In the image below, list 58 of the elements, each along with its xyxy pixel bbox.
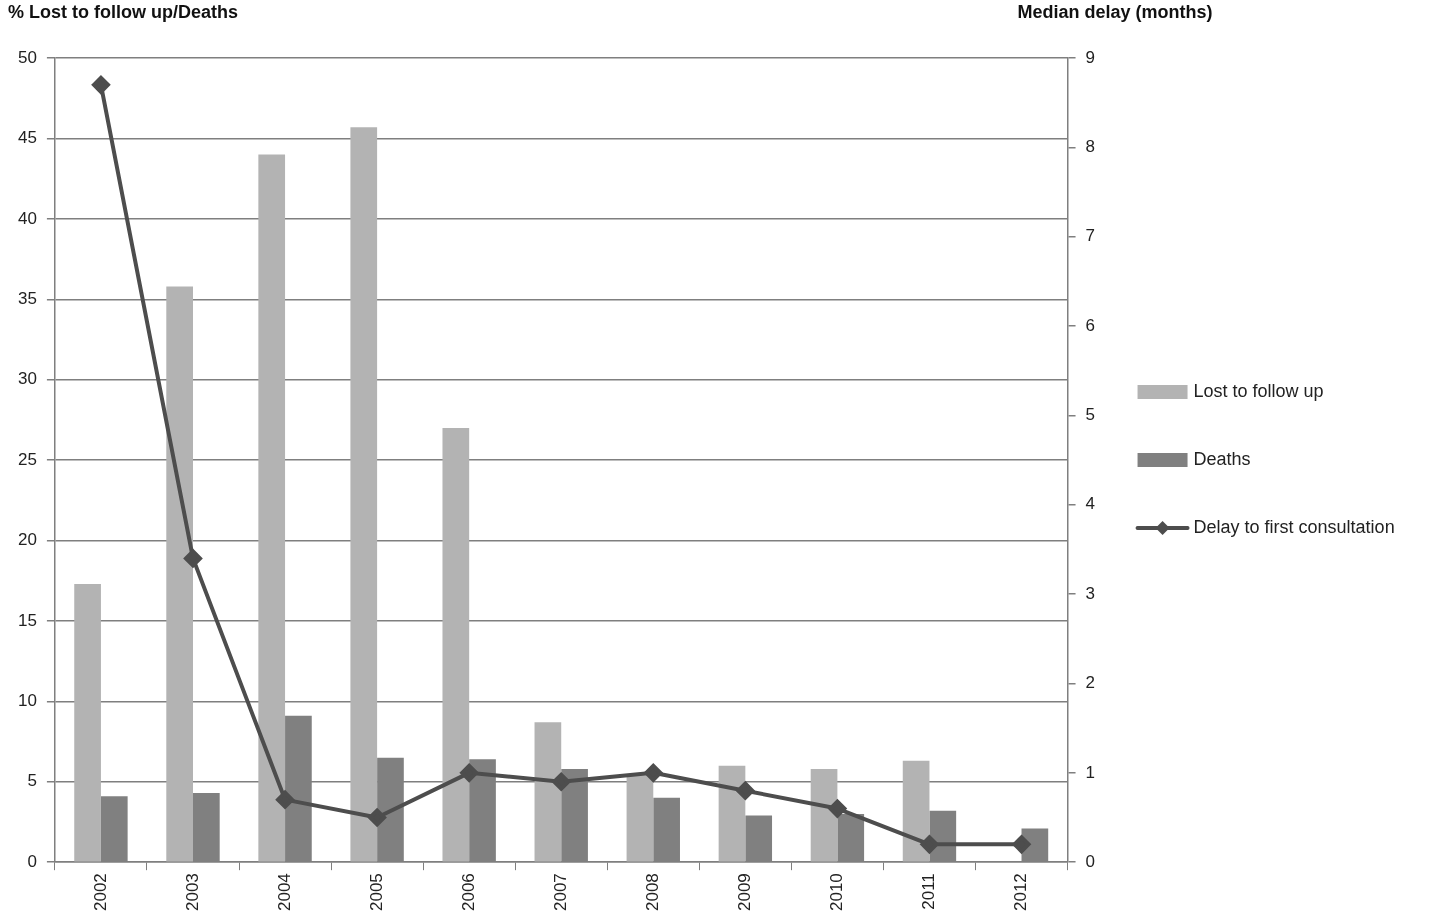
y2-tick-label: 4 — [1085, 494, 1096, 514]
x-tick-label: 2008 — [642, 873, 662, 912]
y-tick-label: 35 — [17, 288, 37, 308]
y2-tick-label: 7 — [1085, 226, 1096, 246]
x-tick-label: 2011 — [919, 873, 939, 910]
y-tick-label: 40 — [17, 208, 37, 228]
legend-label: Deaths — [1193, 449, 1251, 470]
bar — [718, 765, 746, 862]
point — [1012, 835, 1031, 854]
point — [368, 808, 387, 827]
bar — [350, 127, 378, 862]
y2-tick-label: 9 — [1085, 47, 1096, 67]
y-tick-label: 45 — [17, 128, 37, 148]
bar — [166, 286, 193, 862]
bar — [902, 760, 930, 862]
y2-tick-label: 6 — [1085, 315, 1096, 335]
y2-tick-label: 1 — [1085, 762, 1096, 782]
x-tick-label: 2003 — [182, 873, 202, 912]
point — [920, 835, 939, 854]
bar — [534, 722, 562, 862]
legend-label: Lost to follow up — [1193, 381, 1324, 402]
x-tick-label: 2002 — [90, 873, 110, 912]
y2-tick-label: 2 — [1085, 673, 1096, 693]
x-tick-label: 2010 — [827, 873, 847, 912]
y2-tick-label: 5 — [1085, 405, 1096, 425]
y-tick-label: 10 — [17, 691, 37, 711]
point — [644, 763, 663, 782]
y2-tick-label: 0 — [1085, 851, 1096, 871]
y-tick-label: 5 — [27, 771, 37, 791]
point — [184, 549, 202, 568]
x-tick-label: 2009 — [735, 873, 755, 912]
y2-axis-title: Median delay (months) — [1017, 1, 1213, 22]
point — [828, 799, 847, 818]
point — [276, 790, 295, 809]
bar — [442, 427, 470, 862]
y-axis-title: % Lost to follow up/Deaths — [8, 1, 238, 22]
bar — [626, 775, 654, 862]
x-tick-label: 2004 — [274, 873, 294, 912]
bar — [810, 768, 838, 862]
x-tick-label: 2007 — [550, 873, 570, 912]
y-tick-label: 0 — [27, 851, 37, 871]
y-tick-label: 30 — [17, 369, 37, 389]
legend-label: Delay to first consultation — [1193, 517, 1395, 538]
y-tick-label: 25 — [17, 449, 37, 469]
bar — [258, 154, 286, 862]
x-tick-label: 2005 — [366, 873, 386, 912]
y2-tick-label: 3 — [1085, 583, 1096, 603]
y-tick-label: 20 — [17, 530, 37, 550]
point — [91, 75, 110, 94]
point — [552, 772, 571, 791]
bar — [74, 583, 101, 862]
point — [460, 763, 479, 782]
x-tick-label: 2006 — [458, 873, 478, 912]
y2-tick-label: 8 — [1085, 137, 1096, 157]
y-tick-label: 15 — [17, 610, 37, 630]
point — [736, 781, 755, 800]
x-tick-label: 2012 — [1011, 873, 1031, 912]
y-tick-label: 50 — [17, 47, 37, 67]
